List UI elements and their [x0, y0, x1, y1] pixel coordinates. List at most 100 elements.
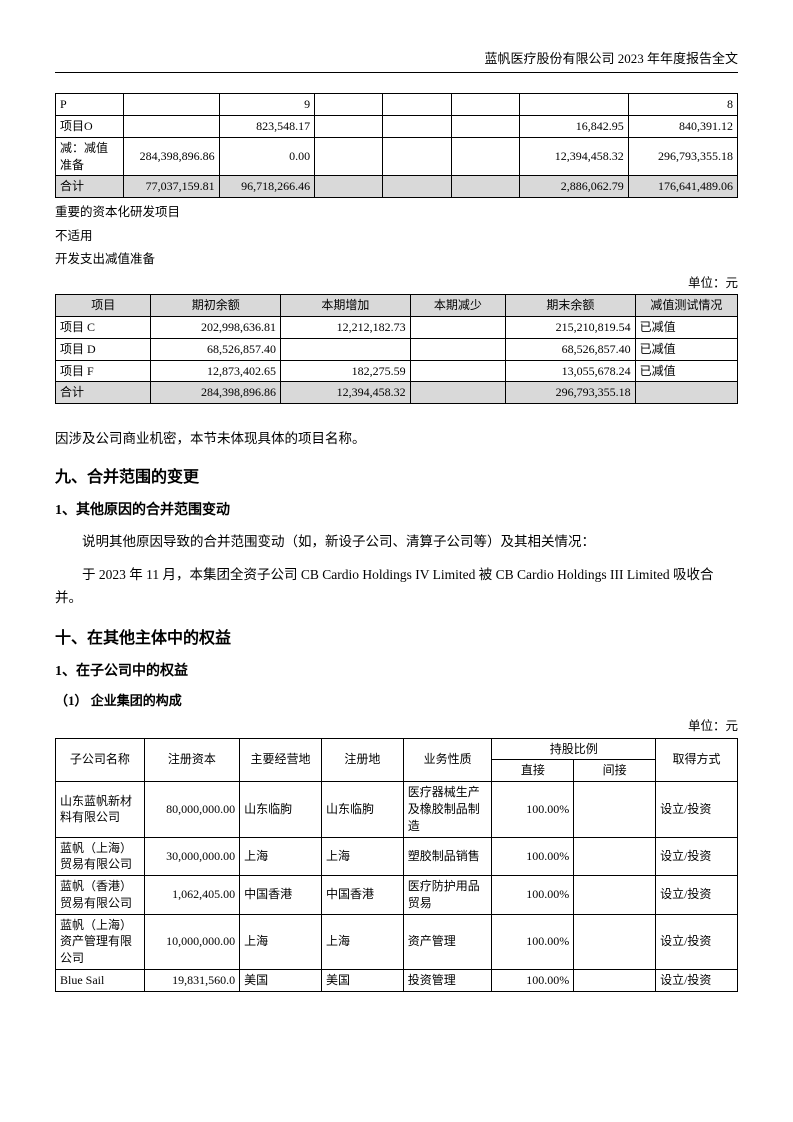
table-subsidiaries: 子公司名称注册资本主要经营地注册地业务性质持股比例取得方式直接间接山东蓝帆新材料… — [55, 738, 738, 992]
table-cell — [410, 338, 505, 360]
table-cell — [124, 94, 219, 116]
table-header-cell: 直接 — [492, 760, 574, 782]
table-cell: 美国 — [240, 970, 322, 992]
table-cell: 蓝帆（上海）资产管理有限公司 — [56, 914, 145, 969]
table-cell: 合计 — [56, 176, 124, 198]
table-cell: 设立/投资 — [656, 782, 738, 837]
table-cell — [451, 94, 519, 116]
table-cell — [315, 137, 383, 176]
section-9-p2: 于 2023 年 11 月，本集团全资子公司 CB Cardio Holding… — [55, 564, 738, 610]
table-cell: 12,873,402.65 — [151, 360, 281, 382]
table-cell — [315, 115, 383, 137]
table-cell — [574, 837, 656, 876]
table-cell: 山东蓝帆新材料有限公司 — [56, 782, 145, 837]
table-cell: 蓝帆（上海）贸易有限公司 — [56, 837, 145, 876]
table-cell: 100.00% — [492, 914, 574, 969]
table-header-cell: 子公司名称 — [56, 738, 145, 782]
table-cell — [410, 316, 505, 338]
table-cell — [574, 782, 656, 837]
table-cell: 100.00% — [492, 876, 574, 915]
table-cell: 202,998,636.81 — [151, 316, 281, 338]
section-9-title: 九、合并范围的变更 — [55, 467, 738, 489]
table-cell: 284,398,896.86 — [124, 137, 219, 176]
table-cell: 项目O — [56, 115, 124, 137]
table-cell: 80,000,000.00 — [144, 782, 239, 837]
table-cell: 12,212,182.73 — [281, 316, 411, 338]
table-cell: 19,831,560.0 — [144, 970, 239, 992]
table-cell: 296,793,355.18 — [506, 382, 636, 404]
table-cell: 已减值 — [635, 360, 737, 382]
section-9-p1: 说明其他原因导致的合并范围变动（如，新设子公司、清算子公司等）及其相关情况： — [55, 531, 738, 554]
table-cell — [383, 115, 451, 137]
table-cell: 13,055,678.24 — [506, 360, 636, 382]
table-cell — [451, 176, 519, 198]
table-cell: 215,210,819.54 — [506, 316, 636, 338]
table-cell: 1,062,405.00 — [144, 876, 239, 915]
table-cell: 9 — [219, 94, 314, 116]
table-cell: 蓝帆（香港）贸易有限公司 — [56, 876, 145, 915]
table-cell: 中国香港 — [321, 876, 403, 915]
table-header-cell: 取得方式 — [656, 738, 738, 782]
table-cell — [410, 360, 505, 382]
table-cell: 项目 F — [56, 360, 151, 382]
unit-label-1: 单位：元 — [55, 275, 738, 293]
table-cell: 0.00 — [219, 137, 314, 176]
table-header-cell: 注册资本 — [144, 738, 239, 782]
table-cell: 8 — [628, 94, 737, 116]
table-cell — [574, 876, 656, 915]
table-cell: 16,842.95 — [519, 115, 628, 137]
table-cell: 100.00% — [492, 837, 574, 876]
table-cell: 投资管理 — [403, 970, 492, 992]
table-cell: 山东临朐 — [321, 782, 403, 837]
table-cell — [451, 115, 519, 137]
table-cell: 100.00% — [492, 970, 574, 992]
table-header-cell: 减值测试情况 — [635, 295, 737, 317]
table-header-cell: 注册地 — [321, 738, 403, 782]
note-na: 不适用 — [55, 228, 738, 246]
table-cell — [383, 94, 451, 116]
table-cell: 设立/投资 — [656, 837, 738, 876]
table-header-cell: 主要经营地 — [240, 738, 322, 782]
table-cell: 医疗防护用品贸易 — [403, 876, 492, 915]
table-cell: 已减值 — [635, 316, 737, 338]
table-cell: 2,886,062.79 — [519, 176, 628, 198]
note-capitalized-rd: 重要的资本化研发项目 — [55, 204, 738, 222]
table-cell: 合计 — [56, 382, 151, 404]
note-impairment: 开发支出减值准备 — [55, 251, 738, 269]
table-header-cell: 项目 — [56, 295, 151, 317]
table-cell: 中国香港 — [240, 876, 322, 915]
table-cell: 100.00% — [492, 782, 574, 837]
table-header-cell: 业务性质 — [403, 738, 492, 782]
table-cell — [315, 176, 383, 198]
table-cell: 医疗器械生产及橡胶制品制造 — [403, 782, 492, 837]
table-header-cell: 期末余额 — [506, 295, 636, 317]
table-cell — [574, 970, 656, 992]
table-cell: 68,526,857.40 — [506, 338, 636, 360]
table-cell — [315, 94, 383, 116]
table-cell: 77,037,159.81 — [124, 176, 219, 198]
table-cell: 上海 — [321, 914, 403, 969]
table-header-cell: 本期增加 — [281, 295, 411, 317]
table-cell: 12,394,458.32 — [519, 137, 628, 176]
table-cell: 上海 — [321, 837, 403, 876]
page-header: 蓝帆医疗股份有限公司 2023 年年度报告全文 — [55, 50, 738, 73]
table-cell — [451, 137, 519, 176]
table-cell: 30,000,000.00 — [144, 837, 239, 876]
section-9-sub1: 1、其他原因的合并范围变动 — [55, 501, 738, 521]
table-cell: 上海 — [240, 914, 322, 969]
table-cell: 840,391.12 — [628, 115, 737, 137]
table-rd-summary: P98项目O823,548.1716,842.95840,391.12减：减值准… — [55, 93, 738, 198]
table-cell: 设立/投资 — [656, 914, 738, 969]
table-cell: 项目 C — [56, 316, 151, 338]
table-cell — [574, 914, 656, 969]
table-cell: 设立/投资 — [656, 970, 738, 992]
table-cell: 96,718,266.46 — [219, 176, 314, 198]
section-10-sub2: （1） 企业集团的构成 — [55, 692, 738, 710]
table-cell — [383, 176, 451, 198]
section-10-title: 十、在其他主体中的权益 — [55, 628, 738, 650]
table-cell: 资产管理 — [403, 914, 492, 969]
table-cell — [635, 382, 737, 404]
table-cell: 12,394,458.32 — [281, 382, 411, 404]
table-cell: 塑胶制品销售 — [403, 837, 492, 876]
table-cell — [519, 94, 628, 116]
